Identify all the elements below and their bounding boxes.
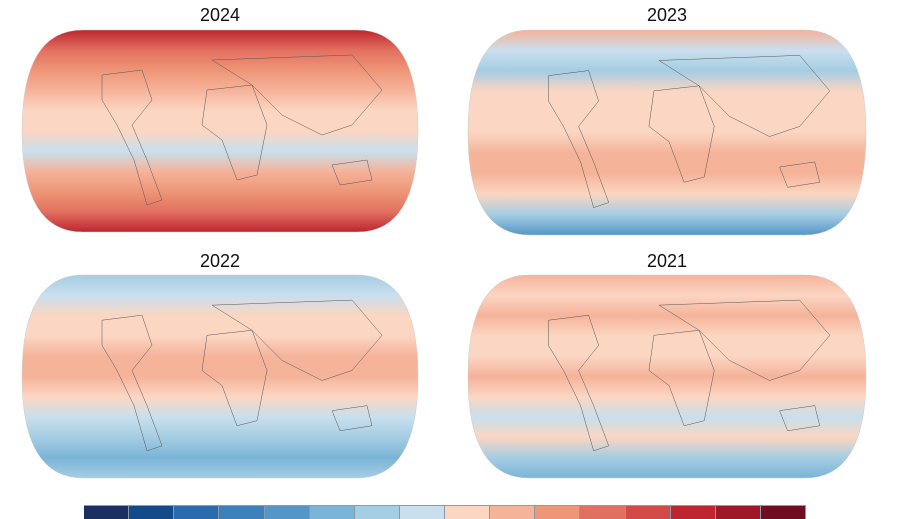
colorbar-swatch	[445, 506, 491, 519]
colorbar-swatch	[84, 506, 130, 519]
colorbar-swatch	[580, 506, 626, 519]
coastline-outline	[548, 299, 831, 452]
map-title-2022: 2022	[199, 251, 241, 271]
coastline-outline	[101, 299, 383, 452]
colorbar-swatch	[625, 506, 671, 519]
colorbar-swatch	[219, 506, 265, 519]
temperature-anomaly-map-2023	[467, 29, 867, 236]
map-title-2023: 2023	[646, 5, 688, 25]
colorbar-swatch	[264, 506, 310, 519]
temperature-anomaly-map-2021	[467, 274, 867, 479]
coastline-outline	[101, 54, 383, 206]
colorbar	[84, 505, 806, 519]
colorbar-swatch	[535, 506, 581, 519]
colorbar-swatch	[129, 506, 175, 519]
colorbar-swatch	[670, 506, 716, 519]
temperature-anomaly-map-2022	[21, 274, 419, 479]
colorbar-swatch	[399, 506, 445, 519]
colorbar-swatch	[490, 506, 536, 519]
colorbar-swatch	[309, 506, 355, 519]
coastline-outline	[548, 55, 831, 208]
colorbar-swatch	[715, 506, 761, 519]
map-title-2021: 2021	[646, 251, 688, 271]
map-title-2024: 2024	[199, 5, 241, 25]
colorbar-swatch	[354, 506, 400, 519]
colorbar-swatch	[174, 506, 220, 519]
colorbar-swatch	[760, 506, 806, 519]
temperature-anomaly-map-2024	[21, 29, 419, 233]
